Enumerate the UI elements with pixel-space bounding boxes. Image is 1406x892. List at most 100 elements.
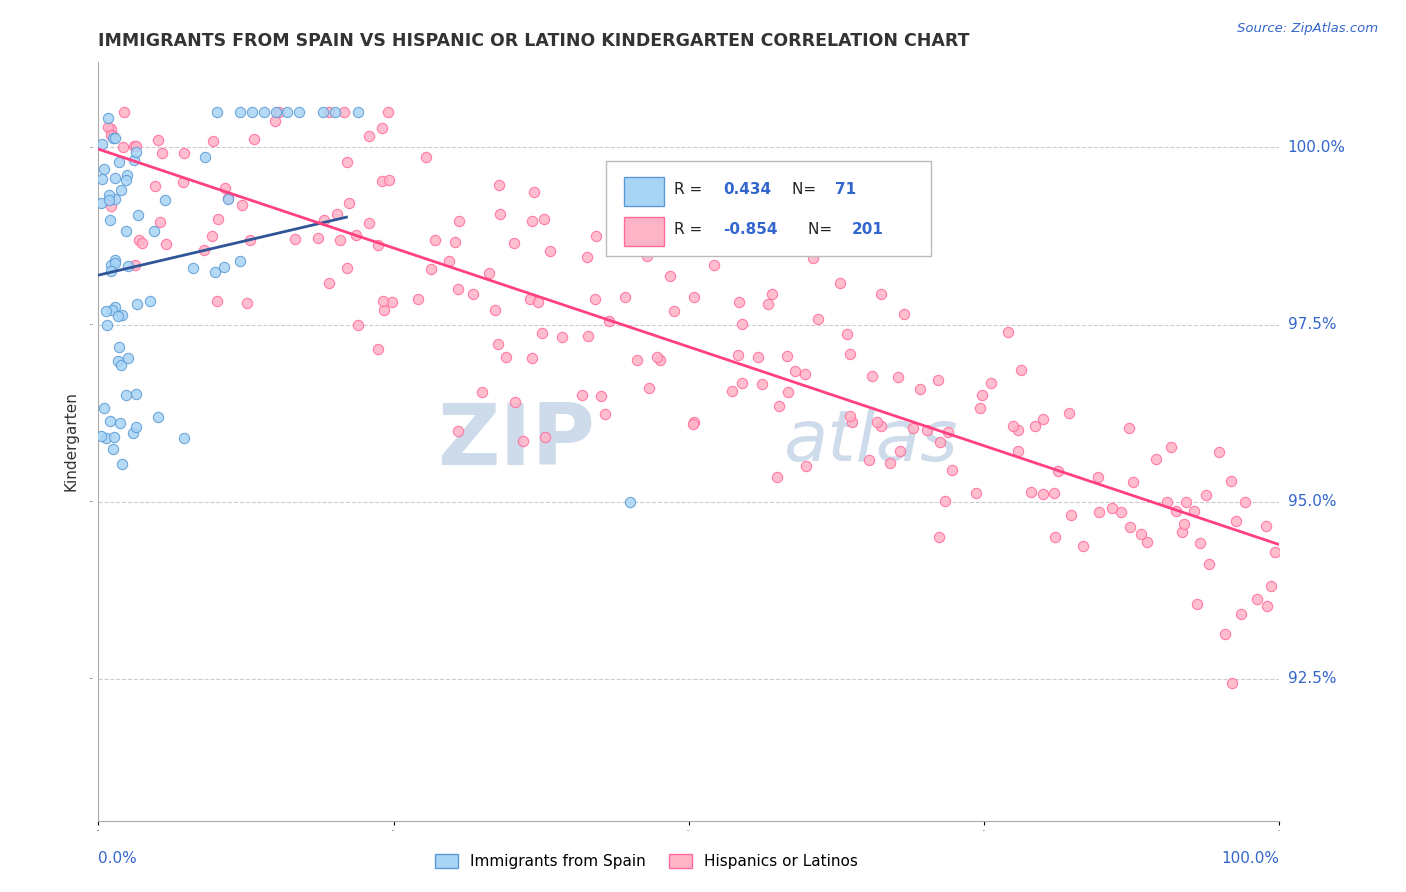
Text: R =: R = — [673, 182, 707, 196]
Point — [1220, 676, 1243, 690]
Point — [217, 192, 239, 206]
Point — [756, 296, 779, 310]
Point — [346, 318, 368, 332]
Point — [288, 105, 311, 120]
Text: R =: R = — [673, 222, 707, 236]
Point — [941, 463, 963, 477]
Point — [437, 253, 460, 268]
Point — [879, 456, 901, 470]
Point — [640, 242, 662, 256]
Point — [1007, 423, 1029, 437]
Point — [576, 329, 599, 343]
Point — [1019, 484, 1042, 499]
Y-axis label: Kindergarten: Kindergarten — [63, 392, 79, 491]
Point — [104, 193, 127, 207]
Point — [344, 227, 367, 242]
Point — [125, 420, 148, 434]
Point — [125, 297, 148, 311]
Point — [333, 105, 356, 120]
Point — [778, 385, 800, 400]
Point — [530, 326, 553, 340]
FancyBboxPatch shape — [624, 177, 664, 206]
Point — [866, 415, 889, 429]
Point — [841, 415, 863, 429]
Point — [359, 129, 381, 144]
Text: 97.5%: 97.5% — [1288, 318, 1336, 332]
Point — [201, 229, 224, 244]
Point — [1122, 475, 1144, 489]
Point — [103, 128, 125, 143]
Point — [838, 409, 860, 423]
Point — [329, 233, 352, 247]
Point — [104, 170, 127, 185]
Text: 92.5%: 92.5% — [1288, 672, 1336, 687]
Point — [503, 395, 526, 409]
Point — [870, 287, 893, 301]
Point — [1136, 534, 1159, 549]
Point — [1042, 485, 1064, 500]
Point — [107, 309, 129, 323]
Point — [181, 260, 204, 275]
Point — [1087, 504, 1109, 518]
Point — [236, 296, 259, 310]
Point — [100, 199, 122, 213]
Point — [122, 153, 145, 167]
Point — [538, 244, 561, 258]
Point — [1188, 535, 1211, 549]
Point — [201, 134, 224, 148]
Point — [761, 287, 783, 301]
Point — [1170, 524, 1192, 539]
Point — [100, 258, 122, 272]
Point — [204, 265, 226, 279]
Point — [1101, 500, 1123, 515]
Point — [104, 130, 127, 145]
Text: N=: N= — [808, 222, 837, 236]
Point — [207, 211, 229, 226]
Point — [1024, 419, 1046, 434]
Point — [111, 457, 134, 471]
Point — [115, 224, 138, 238]
Point — [155, 236, 177, 251]
Point — [318, 105, 340, 120]
Point — [121, 426, 143, 441]
Point — [626, 352, 648, 367]
Point — [585, 229, 607, 244]
Point — [149, 215, 172, 229]
Point — [94, 304, 117, 318]
Point — [212, 260, 235, 274]
Point — [447, 424, 470, 438]
Point — [312, 105, 335, 120]
Point — [1156, 495, 1178, 509]
Point — [915, 423, 938, 437]
Point — [326, 207, 349, 221]
Point — [347, 105, 370, 120]
Point — [1007, 443, 1029, 458]
Point — [420, 262, 443, 277]
Text: 0.434: 0.434 — [723, 182, 772, 196]
Point — [173, 146, 195, 161]
Point — [98, 212, 121, 227]
Point — [335, 155, 357, 169]
Point — [103, 430, 125, 444]
Point — [1166, 504, 1188, 518]
Point — [928, 530, 950, 544]
Point — [276, 105, 298, 120]
Point — [1001, 419, 1024, 434]
Point — [893, 307, 915, 321]
Point — [1254, 519, 1277, 533]
Point — [217, 192, 239, 206]
Point — [229, 105, 252, 120]
Point — [367, 342, 389, 356]
Point — [1213, 627, 1236, 641]
Point — [110, 183, 132, 197]
Point — [801, 251, 824, 265]
Point — [839, 347, 862, 361]
Point — [860, 369, 883, 384]
Point — [731, 318, 754, 332]
Point — [1198, 557, 1220, 571]
Point — [495, 350, 517, 364]
Point — [1087, 469, 1109, 483]
Point — [796, 458, 818, 473]
Point — [312, 212, 335, 227]
Point — [415, 150, 437, 164]
